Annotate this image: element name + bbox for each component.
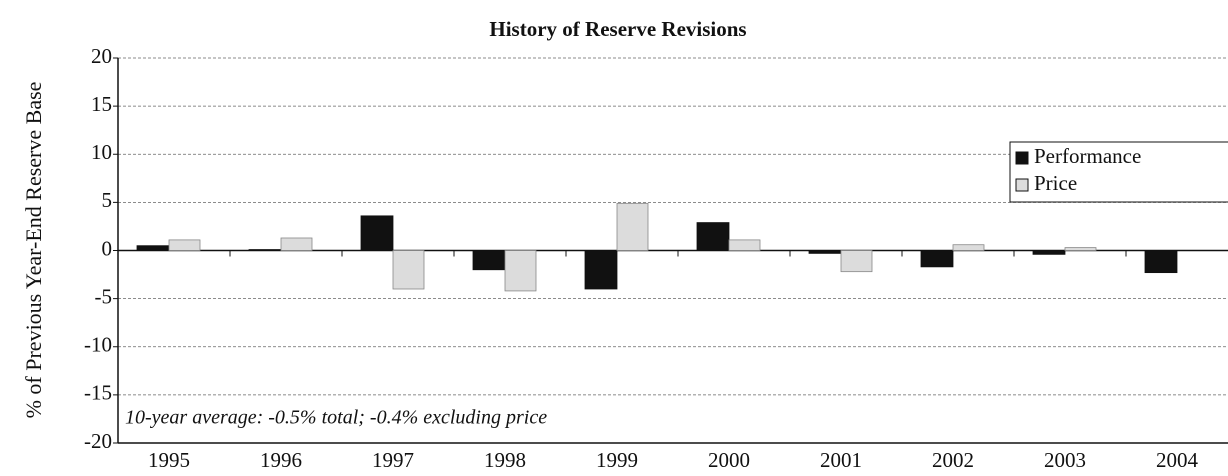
bar — [584, 250, 618, 290]
y-tick-label: -5 — [95, 284, 113, 308]
y-tick-label: 0 — [102, 236, 113, 260]
bar — [616, 202, 649, 251]
chart-title: History of Reserve Revisions — [489, 17, 746, 41]
x-tick-label: 1995 — [148, 448, 190, 472]
bar — [696, 222, 730, 251]
bar — [920, 250, 954, 268]
bar — [280, 237, 313, 251]
y-tick-label: -20 — [84, 429, 112, 453]
bar — [136, 245, 170, 251]
bar — [840, 250, 873, 273]
y-tick-label: 10 — [91, 140, 112, 164]
legend-box — [1009, 141, 1228, 203]
legend-label: Price — [1034, 171, 1077, 195]
bar — [1144, 250, 1178, 274]
bar — [472, 250, 506, 271]
bar — [728, 239, 761, 251]
legend-label: Performance — [1034, 144, 1141, 168]
x-tick-label: 1996 — [260, 448, 302, 472]
y-tick-label: 15 — [91, 92, 112, 116]
x-tick-label: 2003 — [1044, 448, 1086, 472]
y-tick-label: -15 — [84, 381, 112, 405]
bar — [248, 249, 282, 251]
y-axis-label: % of Previous Year-End Reserve Base — [21, 82, 46, 419]
x-tick-label: 1997 — [372, 448, 414, 472]
y-tick-label: 5 — [102, 188, 113, 212]
x-tick-label: 2004 — [1156, 448, 1199, 472]
bar — [360, 215, 394, 251]
x-tick-label: 2001 — [820, 448, 862, 472]
y-tick-label: 20 — [91, 44, 112, 68]
x-tick-label: 2002 — [932, 448, 974, 472]
legend-swatch — [1015, 178, 1029, 192]
x-tick-label: 1999 — [596, 448, 638, 472]
bar — [168, 239, 201, 251]
bar — [504, 250, 537, 292]
x-tick-label: 1998 — [484, 448, 526, 472]
x-tick-label: 2000 — [708, 448, 750, 472]
bar — [1064, 247, 1097, 251]
legend-swatch — [1015, 151, 1029, 165]
bar — [1032, 250, 1066, 255]
y-tick-label: -10 — [84, 333, 112, 357]
annotation: 10-year average: -0.5% total; -0.4% excl… — [125, 407, 547, 429]
bar — [392, 250, 425, 290]
bar — [952, 244, 985, 251]
bar — [808, 250, 842, 254]
